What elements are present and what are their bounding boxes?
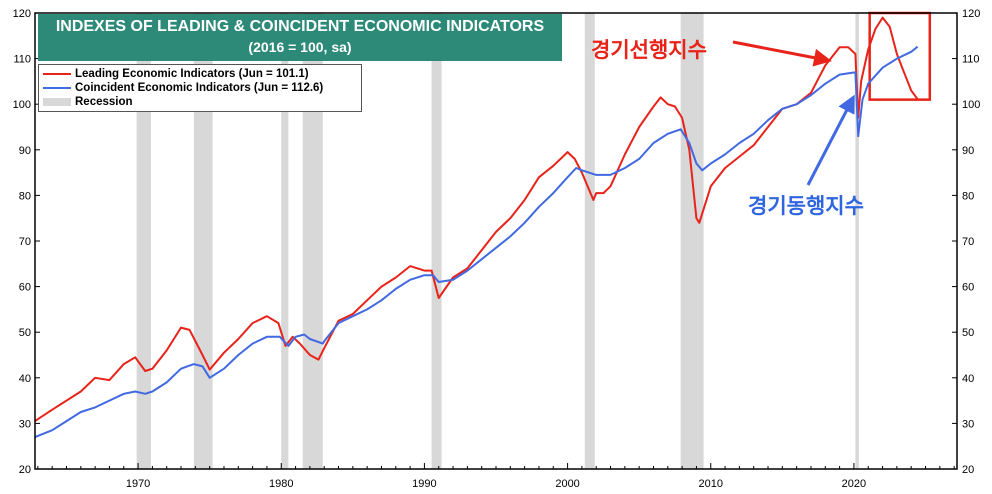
y-tick-label-left: 100 [13,99,31,111]
y-tick-label-right: 120 [962,8,980,20]
y-tick-label-left: 30 [19,418,31,430]
x-tick-label: 2020 [842,478,866,490]
leading-series-line [34,16,919,422]
legend-label-coincident: Coincident Economic Indicators (Jun = 11… [75,82,324,94]
y-tick-label-left: 80 [19,190,31,202]
legend-swatch-leading [43,72,71,75]
y-tick-label-right: 70 [962,236,974,248]
legend-label-leading: Leading Economic Indicators (Jun = 101.1… [75,68,309,80]
recession-band [193,13,213,469]
recession-band [431,13,442,469]
legend-item-recession: Recession [43,95,133,109]
chart-subtitle: (2016 = 100, sa) [248,39,352,55]
coincident-annotation-label: 경기동행지수 [748,194,864,218]
x-tick-label: 2010 [699,478,723,490]
y-tick-label-left: 20 [19,464,31,476]
legend-label-recession: Recession [75,96,133,108]
y-tick-label-left: 110 [13,54,31,66]
y-tick-label-left: 50 [19,327,31,339]
x-tick-label: 1980 [269,478,293,490]
y-tick-label-right: 30 [962,418,974,430]
chart-legend: Leading Economic Indicators (Jun = 101.1… [38,64,362,112]
legend-swatch-recession [43,97,71,106]
x-tick-label: 1990 [412,478,436,490]
leading-annotation-label: 경기선행지수 [591,38,707,62]
recession-band [680,13,704,469]
y-tick-label-right: 100 [962,99,980,111]
chart-title: INDEXES OF LEADING & COINCIDENT ECONOMIC… [55,18,545,35]
legend-swatch-coincident [43,86,71,89]
coincident-annotation-arrow [806,94,855,186]
recession-band [136,13,151,469]
y-tick-label-left: 120 [13,8,31,20]
recession-band [584,13,595,469]
y-tick-label-right: 110 [962,54,980,66]
y-tick-label-left: 70 [19,236,31,248]
x-tick-label: 2000 [555,478,579,490]
y-tick-label-left: 40 [19,373,31,385]
y-tick-label-right: 50 [962,327,974,339]
chart-title-box: INDEXES OF LEADING & COINCIDENT ECONOMIC… [38,14,562,61]
legend-item-leading: Leading Economic Indicators (Jun = 101.1… [43,67,309,81]
y-tick-label-left: 90 [19,145,31,157]
recession-band [281,13,289,469]
recession-band [855,13,859,469]
y-tick-label-right: 60 [962,282,974,294]
recession-band [302,13,323,469]
y-tick-label-right: 40 [962,373,974,385]
leading-annotation-arrow [732,40,832,67]
x-tick-label: 1970 [126,478,150,490]
y-tick-label-left: 60 [19,282,31,294]
y-tick-label-right: 80 [962,190,974,202]
legend-item-coincident: Coincident Economic Indicators (Jun = 11… [43,81,323,95]
y-tick-label-right: 20 [962,464,974,476]
y-tick-label-right: 90 [962,145,974,157]
coincident-series-line [34,45,919,439]
